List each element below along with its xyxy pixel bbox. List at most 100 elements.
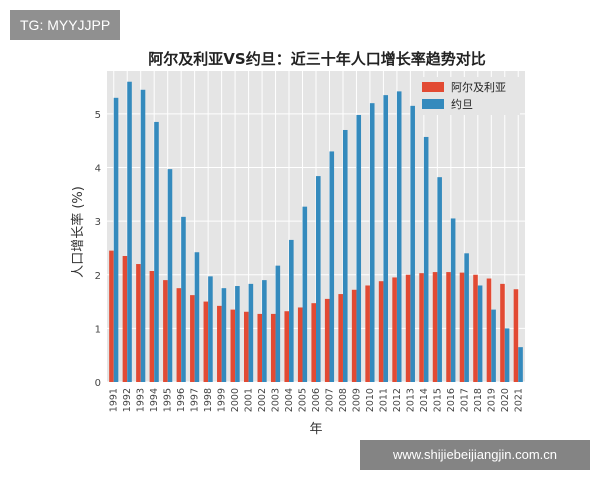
bar-jordan: [289, 239, 294, 382]
y-tick-label: 1: [95, 324, 101, 335]
bar-algeria: [284, 311, 290, 382]
x-tick-label: 2017: [459, 388, 470, 412]
x-tick-label: 2014: [419, 388, 430, 412]
x-tick-label: 1996: [176, 388, 187, 412]
y-axis-label: 人口增长率 (%): [70, 186, 86, 278]
bar-algeria: [297, 307, 303, 382]
bar-jordan: [127, 81, 132, 383]
bar-algeria: [473, 274, 478, 382]
bar-jordan: [235, 286, 240, 382]
x-tick-label: 2004: [284, 388, 295, 412]
x-tick-label: 2006: [311, 388, 322, 412]
y-tick-label: 0: [95, 378, 101, 389]
x-tick-label: 2015: [432, 388, 443, 412]
bar-algeria: [419, 273, 424, 382]
bar-algeria: [446, 272, 451, 382]
bar-jordan: [262, 280, 267, 382]
bar-algeria: [432, 272, 438, 382]
legend-swatch-jordan: [422, 99, 444, 109]
bar-algeria: [486, 278, 492, 382]
bar-jordan: [154, 121, 159, 383]
bar-jordan: [167, 169, 173, 382]
legend-label-algeria: 阿尔及利亚: [451, 81, 506, 94]
bar-jordan: [316, 176, 321, 382]
bar-jordan: [450, 218, 456, 382]
x-tick-label: 1992: [122, 388, 133, 412]
bars: [109, 81, 523, 383]
x-tick-label: 1995: [163, 388, 174, 412]
bar-jordan: [491, 309, 496, 382]
x-tick-label: 1993: [136, 388, 147, 412]
x-tick-label: 1994: [149, 388, 160, 412]
bar-jordan: [275, 265, 281, 382]
x-tick-label: 1997: [190, 388, 201, 412]
bar-algeria: [122, 255, 128, 382]
watermark-bottom: www.shijiebeijiangjin.com.cn: [360, 440, 590, 470]
bar-algeria: [149, 271, 155, 382]
bar-algeria: [338, 294, 343, 382]
y-axis-ticks: 0 1 2 3 4 5: [95, 110, 101, 389]
bar-algeria: [136, 264, 141, 382]
watermark-top: TG: MYYJJPP: [10, 10, 121, 40]
bar-jordan: [342, 129, 348, 382]
x-axis-ticks: 1991 1992 1993 1994 1995 1996 1997 1998 1999 2000…: [109, 388, 525, 412]
y-tick-label: 2: [95, 271, 101, 282]
x-tick-label: 2020: [500, 388, 511, 412]
bar-jordan: [329, 151, 335, 382]
bar-algeria: [513, 289, 519, 382]
x-tick-label: 2013: [405, 388, 416, 412]
bar-jordan: [221, 288, 227, 382]
bar-algeria: [230, 309, 236, 382]
bar-jordan: [113, 97, 119, 382]
bar-algeria: [392, 277, 397, 382]
bar-algeria: [378, 281, 384, 382]
x-tick-label: 2016: [446, 388, 457, 412]
bar-jordan: [248, 283, 254, 382]
x-tick-label: 2008: [338, 388, 349, 412]
bar-jordan: [477, 285, 483, 382]
bar-jordan: [464, 253, 469, 382]
x-tick-label: 2003: [271, 388, 282, 412]
bar-jordan: [383, 95, 389, 383]
legend-swatch-algeria: [422, 82, 444, 92]
bar-algeria: [190, 295, 195, 382]
x-tick-label: 2010: [365, 388, 376, 412]
x-tick-label: 2000: [230, 388, 241, 412]
bar-algeria: [217, 305, 222, 382]
bar-jordan: [140, 89, 146, 382]
bar-algeria: [176, 288, 182, 382]
y-tick-label: 4: [95, 164, 101, 175]
bar-jordan: [504, 328, 510, 382]
x-tick-label: 2007: [324, 388, 335, 412]
bar-jordan: [518, 347, 523, 382]
bar-algeria: [109, 250, 114, 382]
bar-jordan: [356, 114, 362, 382]
bar-algeria: [243, 311, 249, 382]
chart-title: 阿尔及利亚VS约旦：近三十年人口增长率趋势对比: [148, 50, 485, 68]
y-tick-label: 3: [95, 217, 101, 228]
x-tick-label: 2005: [298, 388, 309, 412]
bar-jordan: [437, 177, 442, 382]
bar-jordan: [396, 91, 402, 383]
x-tick-label: 2012: [392, 388, 403, 412]
bar-jordan: [423, 136, 429, 382]
bar-algeria: [270, 313, 276, 382]
x-tick-label: 1991: [109, 388, 120, 412]
bar-algeria: [351, 289, 357, 382]
bar-jordan: [194, 252, 200, 382]
y-tick-label: 5: [95, 110, 101, 121]
x-tick-label: 2009: [351, 388, 362, 412]
bar-algeria: [365, 285, 370, 382]
bar-algeria: [257, 313, 263, 382]
x-tick-label: 1999: [217, 388, 228, 412]
x-tick-label: 2019: [486, 388, 497, 412]
x-axis-label: 年: [309, 422, 322, 437]
x-tick-label: 2002: [257, 388, 268, 412]
bar-jordan: [369, 103, 375, 382]
bar-algeria: [203, 301, 209, 382]
legend: 阿尔及利亚 约旦: [415, 77, 520, 115]
x-tick-label: 2018: [473, 388, 484, 412]
bar-algeria: [163, 280, 168, 382]
